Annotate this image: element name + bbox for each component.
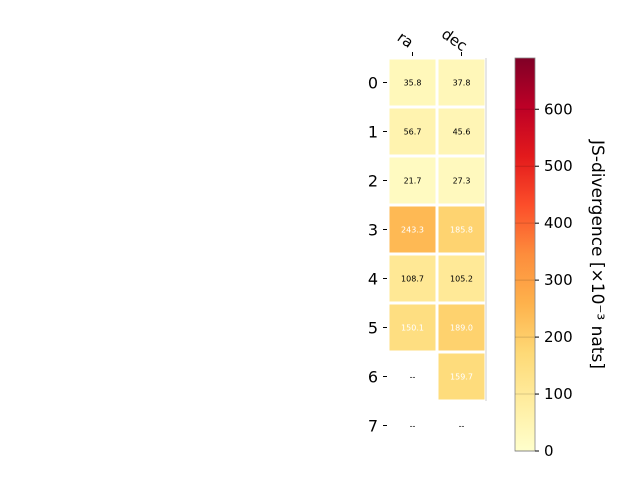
column-labels: ra dec xyxy=(394,25,471,56)
cell-value-label: 21.7 xyxy=(404,177,422,186)
heatmap-cell xyxy=(389,255,436,302)
colorbar-tick-label: 300 xyxy=(544,271,573,289)
heatmap-cell xyxy=(438,59,485,106)
column-label: ra xyxy=(394,28,417,52)
heatmap-cell xyxy=(438,304,485,351)
heatmap-cell xyxy=(389,206,436,253)
colorbar-tick-label: 600 xyxy=(544,100,573,118)
cell-value-label: 35.8 xyxy=(404,79,422,88)
cell-value-label: 189.0 xyxy=(450,324,473,333)
heatmap-cell xyxy=(389,59,436,106)
cell-value-label: 243.3 xyxy=(401,226,424,235)
colorbar: 0 100 200 300 400 500 600 JS-divergence [×10⁻³ … xyxy=(514,57,607,460)
cell-value-label: -- xyxy=(410,373,416,382)
cell-value-label: 159.7 xyxy=(450,373,473,382)
row-label: 4 xyxy=(368,270,378,289)
cell-value-label: -- xyxy=(410,422,416,431)
cell-value-label: 56.7 xyxy=(404,128,422,137)
row-label: 1 xyxy=(368,123,378,142)
heatmap-cell xyxy=(438,108,485,155)
colorbar-gradient xyxy=(514,57,536,452)
heatmap-cell xyxy=(389,157,436,204)
row-label: 7 xyxy=(368,417,378,436)
heatmap-cell xyxy=(438,157,485,204)
cell-value-label: 45.6 xyxy=(453,128,471,137)
heatmap-cell xyxy=(389,108,436,155)
cell-value-label: -- xyxy=(459,422,465,431)
row-label: 6 xyxy=(368,368,378,387)
heatmap-cell xyxy=(438,206,485,253)
cell-value-label: 105.2 xyxy=(450,275,473,284)
row-label: 3 xyxy=(368,221,378,240)
colorbar-tick-label: 0 xyxy=(544,442,554,460)
colorbar-label: JS-divergence [×10⁻³ nats] xyxy=(587,139,607,369)
cell-value-label: 185.8 xyxy=(450,226,473,235)
heatmap-cells: 35.8 37.8 56.7 45.6 21.7 27.3 243.3 185.8 108.7 1… xyxy=(389,58,487,431)
cell-value-label: 150.1 xyxy=(401,324,424,333)
heatmap-cell xyxy=(438,255,485,302)
cell-value-label: 108.7 xyxy=(401,275,424,284)
cell-value-label: 27.3 xyxy=(453,177,471,186)
column-label: dec xyxy=(438,25,470,55)
row-labels: 0 1 2 3 4 5 6 7 xyxy=(368,74,387,436)
heatmap-cell xyxy=(389,304,436,351)
colorbar-tick-label: 200 xyxy=(544,328,573,346)
row-label: 5 xyxy=(368,319,378,338)
heatmap-cell xyxy=(438,353,485,400)
colorbar-tick-label: 500 xyxy=(544,157,573,175)
colorbar-tick-label: 100 xyxy=(544,385,573,403)
row-label: 0 xyxy=(368,74,378,93)
colorbar-tick-label: 400 xyxy=(544,214,573,232)
row-label: 2 xyxy=(368,172,378,191)
cell-value-label: 37.8 xyxy=(453,79,471,88)
